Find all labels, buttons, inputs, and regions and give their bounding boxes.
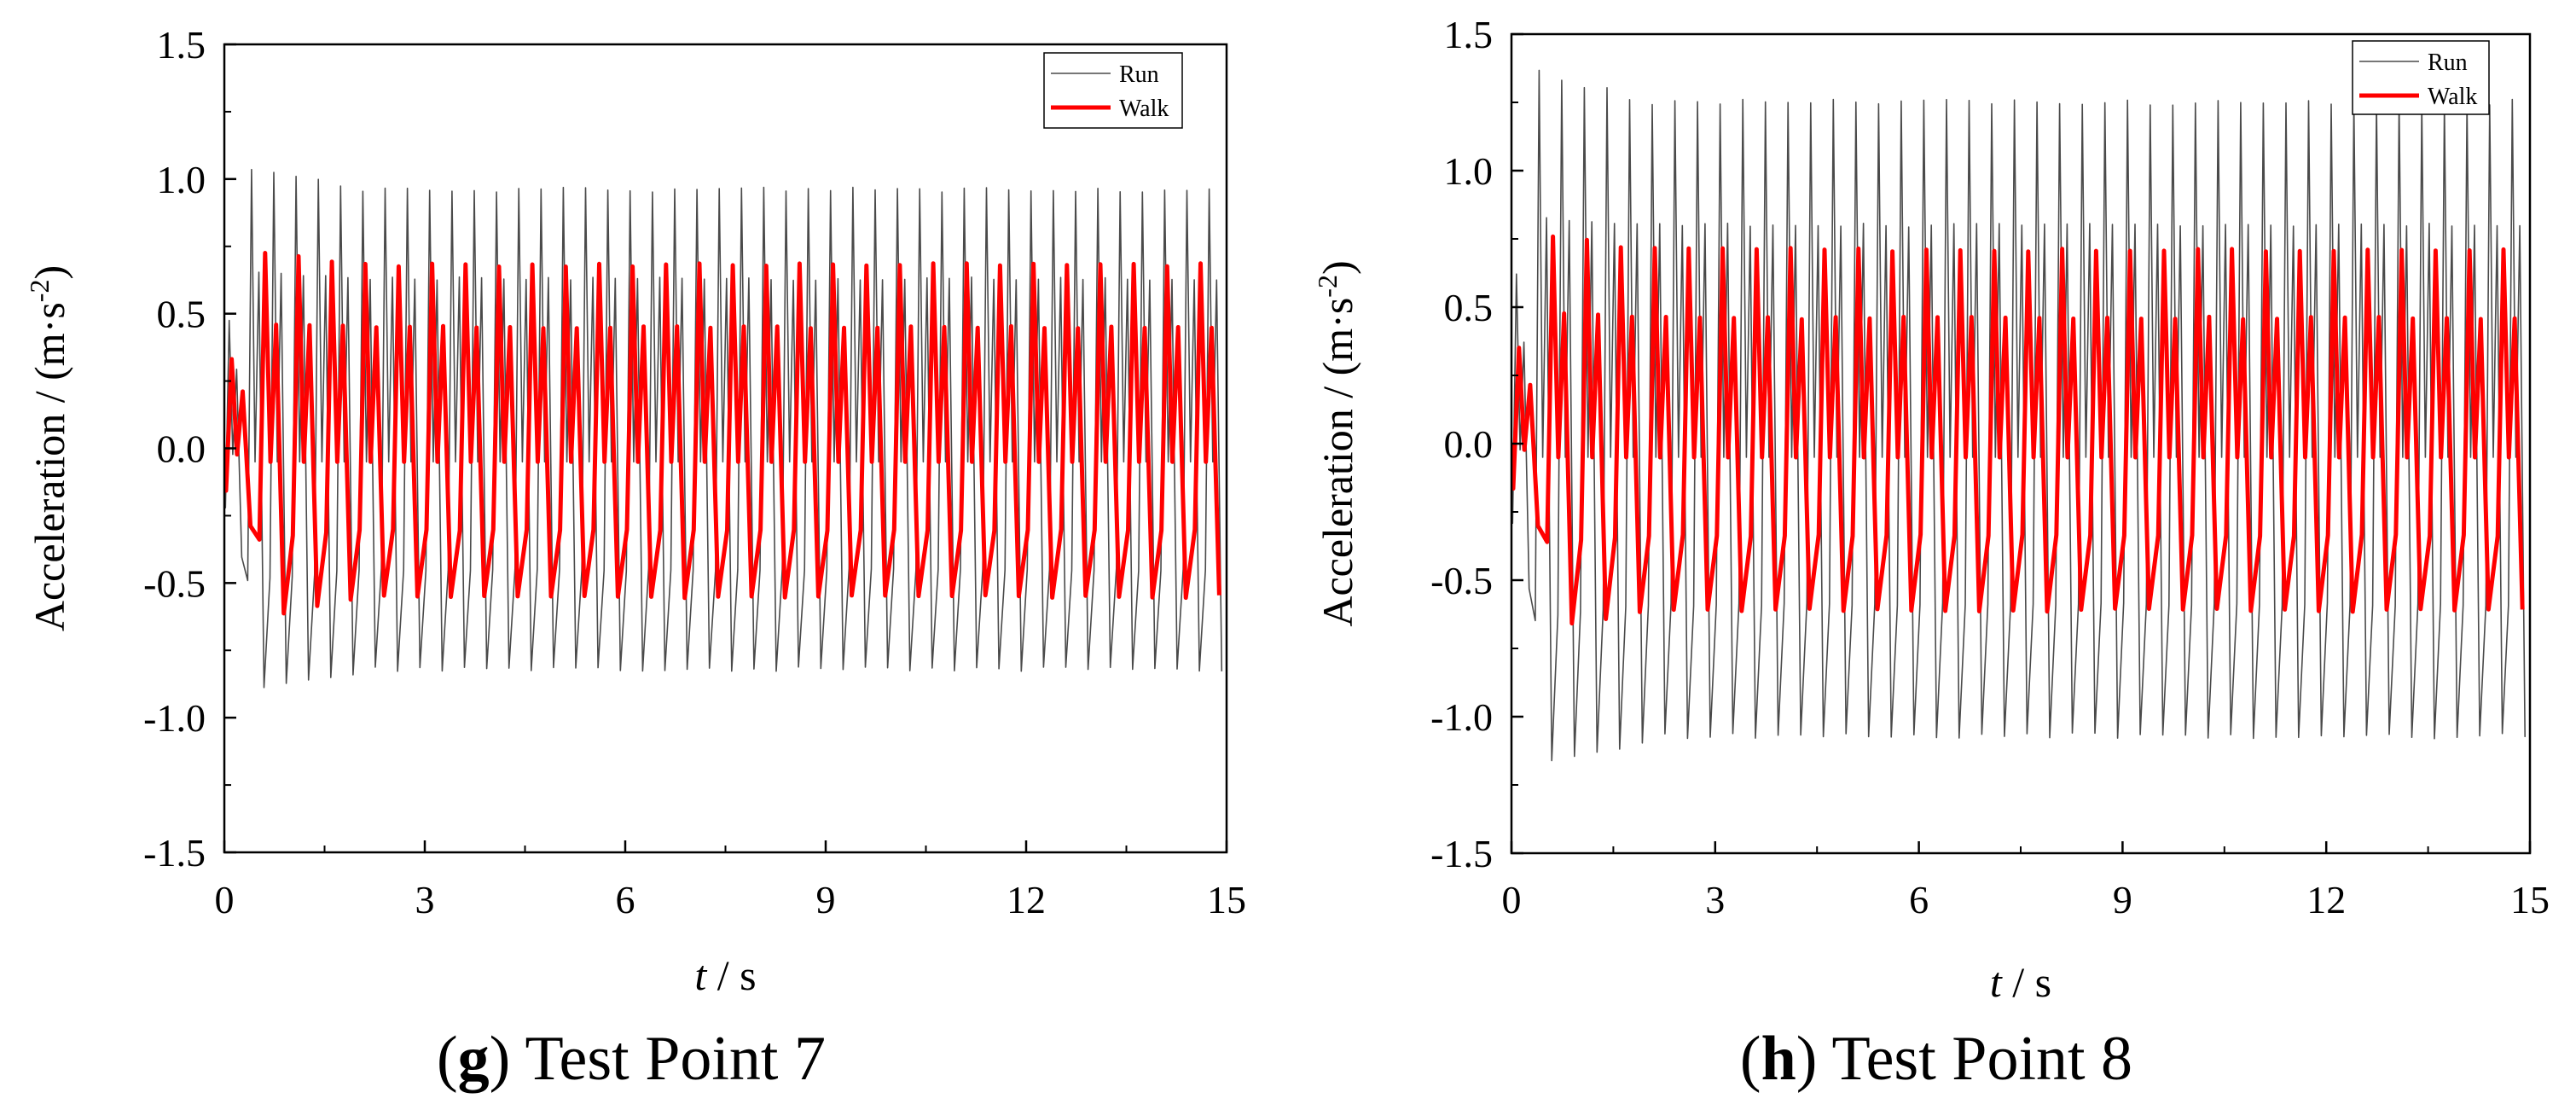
y-axis-label-main: Acceleration / (m·s [1314, 298, 1361, 627]
y-tick-label: 1.0 [1444, 149, 1494, 193]
y-axis-label-sup: -2 [1312, 275, 1343, 298]
x-tick-label: 9 [2113, 878, 2132, 921]
caption-close: ) [490, 1024, 525, 1094]
x-tick-label: 12 [1007, 878, 1046, 921]
x-axis-label-unit: / s [706, 951, 756, 999]
y-tick-label: 0.5 [1444, 286, 1494, 329]
panel-g: 0 3 6 9 12 15 -1.5 -1.0 -0.5 0.0 0.5 1.0 1.5 t / s Acc… [24, 23, 1246, 1094]
series-line-walk [1511, 234, 2525, 626]
x-tick-label: 15 [1207, 878, 1246, 921]
y-axis-label-close: ) [1314, 260, 1361, 275]
x-axis-label: t / s [694, 951, 756, 999]
legend-label-walk: Walk [2428, 84, 2477, 110]
caption-letter: h [1761, 1024, 1796, 1094]
caption-open: ( [437, 1024, 458, 1094]
x-axis-label-var: t [694, 951, 707, 999]
y-tick-label: 1.5 [157, 23, 206, 67]
legend: Run Walk [1043, 52, 1183, 129]
x-tick-label: 6 [1909, 878, 1929, 921]
caption-letter: g [458, 1024, 490, 1094]
panel-caption: (h) Test Point 8 [1740, 1024, 2132, 1094]
x-tick-label: 0 [215, 878, 235, 921]
series-line-run [1511, 69, 2526, 762]
legend: Run Walk [2352, 40, 2490, 115]
x-tick-label: 15 [2510, 878, 2550, 921]
x-axis-label-unit: / s [2002, 958, 2051, 1006]
y-tick-label: -1.5 [1430, 832, 1493, 875]
series-line-walk [224, 251, 1221, 616]
y-tick-label: -0.5 [1430, 559, 1493, 602]
series-line-run [224, 168, 1223, 689]
legend-box [2352, 40, 2490, 115]
x-tick-label: 3 [1705, 878, 1725, 921]
x-tick-label: 3 [415, 878, 435, 921]
x-tick-label: 9 [816, 878, 836, 921]
x-axis-label-var: t [1990, 958, 2003, 1006]
y-axis-label-close: ) [26, 265, 73, 280]
y-tick-label: 0.0 [1444, 422, 1494, 466]
legend-label-walk: Walk [1119, 96, 1169, 122]
panel-h: 0 3 6 9 12 15 -1.5 -1.0 -0.5 0.0 0.5 1.0 1.5 t / s Acc… [1312, 13, 2550, 1094]
y-tick-label: -0.5 [143, 561, 206, 605]
y-tick-label: -1.0 [1430, 695, 1493, 739]
x-tick-label: 6 [616, 878, 635, 921]
series-group [1511, 69, 2526, 762]
caption-text: Test Point 8 [1832, 1024, 2133, 1094]
panel-caption: (g) Test Point 7 [437, 1024, 826, 1094]
y-axis-label: Acceleration / (m·s-2) [1312, 260, 1361, 626]
y-axis-label-sup: -2 [24, 280, 55, 303]
y-tick-label: 1.0 [157, 158, 206, 201]
plot-frame [223, 43, 1228, 854]
caption-close: ) [1796, 1024, 1832, 1094]
y-tick-label: 0.0 [157, 427, 206, 471]
y-tick-label: -1.5 [143, 831, 206, 875]
x-tick-label: 12 [2306, 878, 2346, 921]
y-tick-label: 0.5 [157, 293, 206, 336]
series-group [224, 168, 1223, 689]
x-tick-label: 0 [1502, 878, 1522, 921]
y-axis-label: Acceleration / (m·s-2) [24, 265, 73, 631]
y-tick-label: -1.0 [143, 696, 206, 740]
y-tick-label: 1.5 [1444, 13, 1494, 56]
legend-box [1043, 52, 1183, 129]
legend-label-run: Run [2428, 49, 2468, 76]
caption-text: Test Point 7 [525, 1024, 826, 1094]
y-axis-label-main: Acceleration / (m·s [26, 302, 73, 631]
legend-label-run: Run [1119, 61, 1159, 88]
x-axis-label: t / s [1990, 958, 2051, 1006]
caption-open: ( [1740, 1024, 1761, 1094]
